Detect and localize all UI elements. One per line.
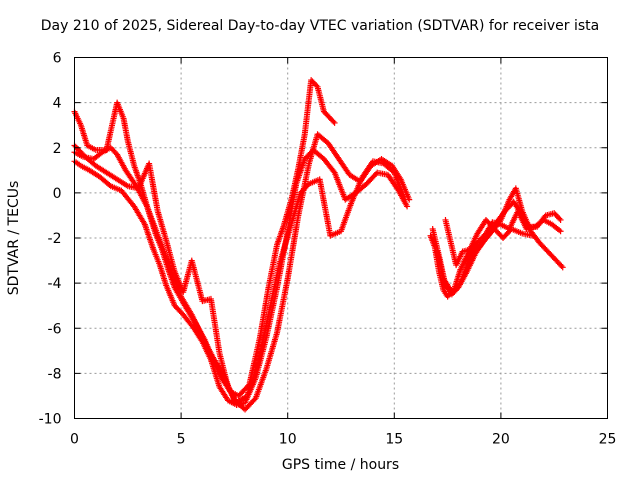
- data-point-marker: [106, 181, 113, 188]
- x-tick-label: 5: [177, 432, 186, 448]
- y-tick-label: 4: [53, 96, 62, 112]
- y-tick-label: -10: [39, 412, 62, 428]
- data-point-marker: [404, 203, 411, 210]
- y-tick-label: 0: [53, 186, 62, 202]
- data-point-marker: [331, 119, 338, 126]
- x-tick-label: 20: [492, 432, 510, 448]
- y-tick-label: -4: [48, 276, 62, 292]
- series-track-8: [442, 198, 564, 269]
- x-tick-label: 15: [385, 432, 403, 448]
- data-point-marker: [556, 215, 563, 222]
- data-point-marker: [456, 281, 463, 288]
- data-point-marker: [558, 262, 565, 269]
- data-point-marker: [313, 82, 320, 89]
- y-tick-label: 2: [53, 141, 62, 157]
- grid-lines: [74, 57, 608, 419]
- axis-ticks: 0 5 10 15 20 25 -10 -8 -6 -4 -2 0 2 4 6: [39, 51, 617, 448]
- y-tick-label: -8: [48, 366, 62, 382]
- chart-title: Day 210 of 2025, Sidereal Day-to-day VTE…: [40, 18, 600, 34]
- x-tick-label: 0: [70, 432, 79, 448]
- x-tick-label: 10: [279, 432, 297, 448]
- data-point-marker: [330, 118, 337, 125]
- data-point-marker: [401, 196, 408, 203]
- series-track-2: [71, 131, 413, 413]
- y-tick-label: -6: [48, 321, 62, 337]
- data-point-marker: [559, 264, 566, 271]
- data-point-marker: [557, 228, 564, 235]
- y-tick-label: -2: [48, 231, 62, 247]
- x-axis-label: GPS time / hours: [281, 457, 400, 473]
- data-markers: [71, 77, 566, 413]
- series-track-4: [71, 142, 408, 406]
- x-tick-label: 25: [599, 432, 617, 448]
- y-tick-label: 6: [53, 51, 62, 67]
- data-point-marker: [330, 168, 337, 175]
- data-point-marker: [557, 216, 564, 223]
